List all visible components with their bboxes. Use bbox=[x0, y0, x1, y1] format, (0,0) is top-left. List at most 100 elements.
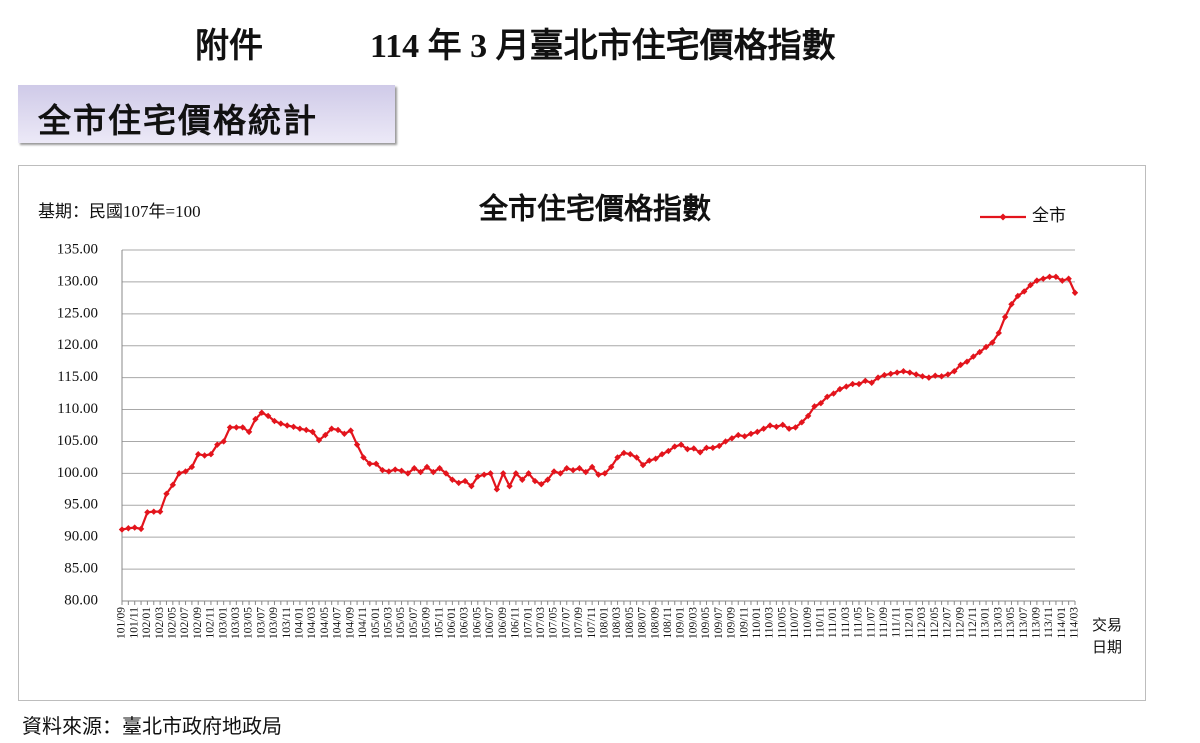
point-marker bbox=[271, 417, 278, 425]
point-marker bbox=[633, 454, 640, 461]
point-marker bbox=[652, 455, 659, 462]
point-marker bbox=[766, 422, 774, 429]
point-marker bbox=[951, 368, 958, 375]
point-marker bbox=[944, 371, 952, 378]
y-tick-label: 95.00 bbox=[64, 497, 98, 513]
x-tick-label: 110/11 bbox=[815, 607, 827, 638]
x-tick-label: 111/01 bbox=[827, 607, 839, 638]
point-marker bbox=[798, 419, 806, 426]
x-tick-label: 103/05 bbox=[243, 607, 255, 639]
point-marker bbox=[283, 422, 291, 429]
point-marker bbox=[963, 358, 971, 365]
point-marker bbox=[398, 467, 405, 475]
point-marker bbox=[544, 476, 551, 483]
point-marker bbox=[385, 468, 393, 475]
x-tick-label: 110/03 bbox=[764, 607, 776, 639]
y-tick-label: 130.00 bbox=[57, 273, 98, 289]
point-marker bbox=[188, 463, 196, 471]
x-tick-label: 102/07 bbox=[179, 607, 191, 639]
point-marker bbox=[976, 348, 983, 356]
point-marker bbox=[696, 449, 704, 456]
x-tick-label: 105/03 bbox=[382, 607, 394, 639]
point-marker bbox=[239, 424, 246, 431]
point-marker bbox=[379, 466, 386, 474]
point-marker bbox=[226, 424, 234, 431]
point-marker bbox=[1040, 275, 1047, 282]
point-marker bbox=[519, 476, 526, 483]
point-marker bbox=[430, 468, 437, 476]
point-marker bbox=[906, 369, 914, 376]
point-marker bbox=[830, 390, 837, 397]
y-tick-label: 115.00 bbox=[57, 369, 98, 385]
x-tick-label: 112/01 bbox=[903, 607, 915, 639]
point-marker bbox=[538, 481, 545, 488]
x-tick-label: 113/07 bbox=[1018, 607, 1030, 639]
x-tick-label: 112/07 bbox=[942, 607, 954, 639]
source-note: 資料來源：臺北市政府地政局 bbox=[22, 716, 282, 738]
x-tick-label: 112/09 bbox=[954, 607, 966, 639]
point-marker bbox=[525, 470, 532, 477]
point-marker bbox=[455, 479, 462, 487]
point-marker bbox=[588, 463, 596, 471]
point-marker bbox=[900, 368, 907, 375]
point-marker bbox=[214, 441, 221, 448]
x-tick-label: 101/11 bbox=[128, 607, 140, 639]
point-marker bbox=[824, 393, 831, 400]
x-tick-label: 109/09 bbox=[726, 607, 738, 639]
point-marker bbox=[391, 466, 399, 473]
point-marker bbox=[995, 329, 1002, 337]
point-marker bbox=[836, 385, 844, 393]
point-marker bbox=[1071, 289, 1079, 296]
x-tick-label: 102/11 bbox=[205, 607, 217, 639]
y-tick-label: 80.00 bbox=[64, 592, 98, 608]
point-marker bbox=[862, 377, 869, 385]
point-marker bbox=[175, 470, 183, 477]
section-title: 全市住宅價格統計 bbox=[38, 104, 318, 140]
point-marker bbox=[709, 444, 717, 452]
x-tick-label: 111/11 bbox=[891, 607, 903, 638]
point-marker bbox=[849, 380, 856, 388]
x-tick-label: 106/11 bbox=[510, 607, 522, 639]
point-marker bbox=[677, 441, 685, 448]
y-tick-label: 105.00 bbox=[57, 433, 98, 449]
point-marker bbox=[353, 441, 361, 448]
point-marker bbox=[417, 468, 424, 476]
point-marker bbox=[887, 370, 894, 378]
point-marker bbox=[131, 524, 138, 531]
point-marker bbox=[855, 380, 863, 388]
point-marker bbox=[728, 435, 736, 442]
point-marker bbox=[480, 471, 488, 478]
point-marker bbox=[125, 525, 132, 532]
point-marker bbox=[716, 442, 723, 450]
series-line bbox=[121, 275, 1077, 531]
point-marker bbox=[576, 465, 583, 472]
point-marker bbox=[245, 428, 253, 436]
point-marker bbox=[493, 486, 501, 493]
x-tick-label: 106/09 bbox=[497, 607, 509, 639]
point-marker bbox=[868, 379, 875, 386]
x-tick-label: 107/05 bbox=[548, 607, 560, 639]
point-marker bbox=[569, 466, 577, 474]
x-tick-label: 108/11 bbox=[662, 607, 674, 639]
point-marker bbox=[512, 470, 520, 477]
section-banner: 全市住宅價格統計 bbox=[18, 85, 395, 143]
x-tick-label: 105/09 bbox=[421, 607, 433, 639]
x-tick-label: 101/09 bbox=[116, 607, 128, 639]
point-marker bbox=[843, 383, 850, 390]
point-marker bbox=[500, 470, 507, 477]
point-marker bbox=[347, 427, 354, 434]
legend-label: 全市 bbox=[1032, 206, 1066, 225]
point-marker bbox=[436, 465, 443, 472]
point-marker bbox=[1052, 273, 1060, 281]
point-marker bbox=[118, 526, 126, 533]
point-marker bbox=[957, 361, 964, 369]
y-tick-label: 120.00 bbox=[57, 337, 98, 353]
x-tick-label: 107/09 bbox=[573, 607, 585, 639]
point-marker bbox=[290, 423, 297, 430]
point-marker bbox=[722, 438, 729, 445]
chart-frame bbox=[18, 165, 1146, 701]
point-marker bbox=[881, 371, 888, 379]
x-tick-label: 107/01 bbox=[522, 607, 534, 639]
x-tick-label: 110/09 bbox=[802, 607, 814, 639]
